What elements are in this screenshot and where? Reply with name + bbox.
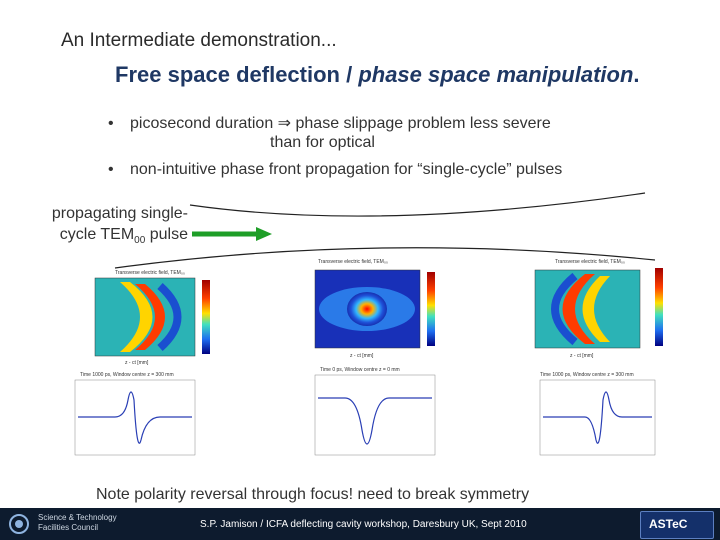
bullet-dot: •	[108, 161, 114, 178]
field-xlabel-2: z - ct [mm]	[350, 353, 374, 359]
logo-line2: Facilities Council	[38, 523, 99, 532]
field-xlabel-1: z - ct [mm]	[125, 360, 149, 366]
title-italic: phase space manipulation	[358, 62, 634, 87]
propagation-arrow-head	[256, 227, 272, 241]
time-title-1: Time 1000 ps, Window centre z = 300 mm	[80, 372, 174, 378]
time-title-3: Time 1000 ps, Window centre z = 300 mm	[540, 372, 634, 378]
bullet-2: • non-intuitive phase front propagation f…	[108, 161, 562, 179]
time-title-2: Time 0 ps, Window centre z = 0 mm	[320, 367, 400, 373]
field-title-3: Transverse electric field, TEM₀₀	[555, 259, 625, 265]
field-title-2: Transverse electric field, TEM₀₀	[318, 259, 388, 265]
footer-bar	[0, 508, 720, 540]
time-panel-center: Time 0 ps, Window centre z = 0 mm	[314, 367, 436, 456]
astec-logo: ASTeC	[640, 511, 714, 539]
pulse-label-line2a: cycle TEM	[59, 226, 135, 243]
bullet-1-continuation: than for optical	[270, 134, 375, 151]
astec-logo-text: ASTeC	[649, 517, 688, 531]
bullet-1: • picosecond duration ⇒ phase slippage pr…	[108, 113, 551, 133]
field-title-1: Transverse electric field, TEM₀₀	[115, 270, 185, 276]
pulse-label-line2b: pulse	[145, 226, 188, 243]
bullet-2-text: non-intuitive phase front propagation fo…	[130, 161, 563, 178]
bullet-1-text-a: picosecond duration	[130, 115, 278, 132]
beam-envelope-bottom	[114, 247, 656, 269]
logo-line1: Science & Technology	[38, 513, 117, 522]
footer-credit: S.P. Jamison / ICFA deflecting cavity wo…	[200, 519, 527, 530]
title-plain: Free space deflection /	[115, 62, 359, 87]
bullet-dot: •	[108, 115, 114, 132]
slide-title: Free space deflection / phase space mani…	[115, 62, 640, 88]
time-panel-right: Time 1000 ps, Window centre z = 300 mm	[539, 372, 656, 456]
beam-envelope-top	[189, 192, 646, 217]
stfc-logo-icon	[9, 514, 29, 534]
time-panel-left: Time 1000 ps, Window centre z = 300 mm	[74, 372, 196, 456]
stfc-logo-text: Science & Technology Facilities Council	[38, 513, 117, 533]
pulse-label-subscript: 00	[134, 235, 146, 247]
footer-note: Note polarity reversal through focus! ne…	[96, 486, 530, 503]
field-panel-right: Transverse electric field, TEM₀₀ z - ct …	[534, 259, 663, 359]
implies-arrow: ⇒	[277, 115, 292, 132]
bullet-1-text-b: phase slippage problem less severe	[291, 115, 551, 132]
pulse-label: propagating single-cycle TEM00 pulse	[28, 203, 188, 251]
kicker-heading: An Intermediate demonstration...	[61, 30, 337, 51]
pulse-label-line1: propagating single-	[51, 205, 188, 222]
field-panel-left: Transverse electric field, TEM₀₀ z - ct …	[94, 270, 210, 366]
field-xlabel-3: z - ct [mm]	[570, 353, 594, 359]
field-panel-center: Transverse electric field, TEM₀₀ z - ct …	[314, 259, 435, 359]
title-end: .	[633, 62, 640, 87]
